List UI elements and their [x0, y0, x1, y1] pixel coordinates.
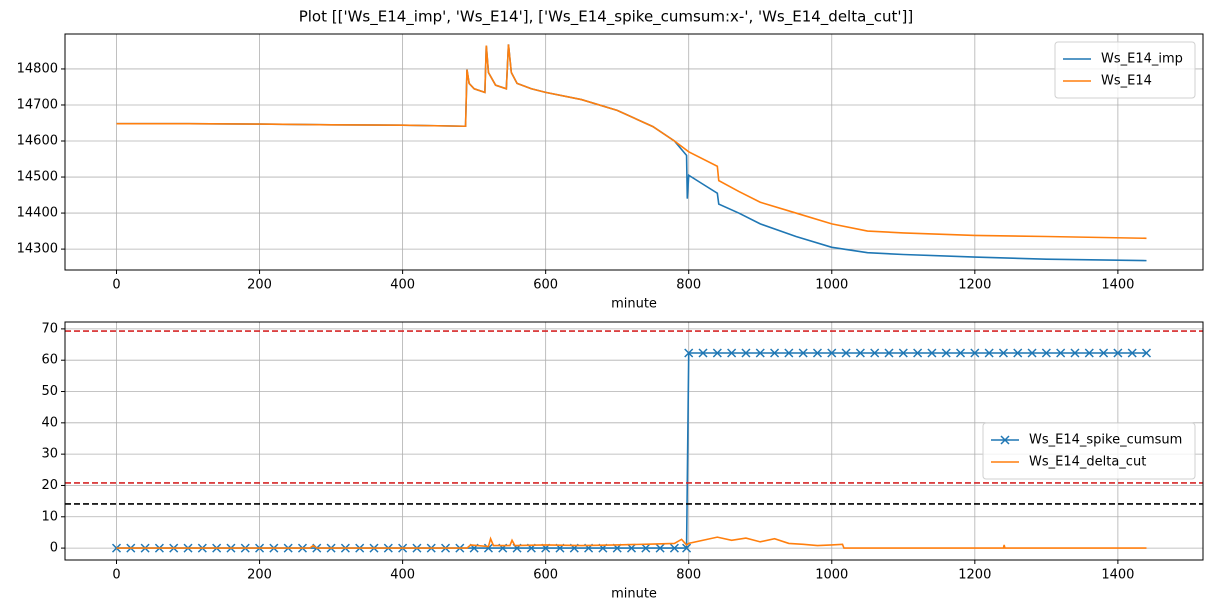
- legend-marker: [1000, 435, 1010, 445]
- marker: [784, 348, 794, 358]
- y-tick-label: 14700: [17, 97, 58, 112]
- marker: [1084, 348, 1094, 358]
- x-tick-label: 400: [390, 568, 415, 583]
- marker: [1099, 348, 1109, 358]
- x-tick-label: 800: [676, 278, 701, 293]
- y-tick-label: 10: [41, 509, 58, 524]
- marker: [998, 348, 1008, 358]
- x-tick-label: 1400: [1101, 278, 1134, 293]
- marker: [1070, 348, 1080, 358]
- legend-label: Ws_E14_imp: [1101, 52, 1183, 67]
- marker: [841, 348, 851, 358]
- marker: [984, 348, 994, 358]
- marker: [755, 348, 765, 358]
- y-tick-label: 70: [41, 321, 58, 336]
- marker: [855, 348, 865, 358]
- marker: [1127, 348, 1137, 358]
- x-tick-label: 200: [247, 568, 272, 583]
- marker: [655, 543, 665, 553]
- x-tick-label: 200: [247, 278, 272, 293]
- legend-label: Ws_E14_delta_cut: [1029, 455, 1146, 470]
- marker: [682, 543, 692, 553]
- legend: Ws_E14_spike_cumsum Ws_E14_delta_cut: [982, 422, 1196, 480]
- marker: [798, 348, 808, 358]
- x-axis-label: minute: [611, 297, 657, 312]
- legend-label: Ws_E14: [1101, 74, 1152, 89]
- series-line: [116, 44, 1147, 240]
- marker: [1141, 348, 1152, 358]
- x-tick-label: 1000: [815, 278, 848, 293]
- series-line: [116, 536, 1147, 549]
- marker: [684, 348, 694, 358]
- marker: [884, 348, 894, 358]
- y-tick-label: 0: [50, 541, 58, 556]
- axes: 0 200 400 600 800 1000 1200 1400 14300 14400 14500…: [17, 33, 1204, 312]
- x-axis-label: minute: [611, 587, 657, 602]
- x-tick-label: 400: [390, 278, 415, 293]
- marker: [913, 348, 923, 358]
- y-tick-label: 60: [41, 353, 58, 368]
- marker: [941, 348, 951, 358]
- legend: Ws_E14_imp Ws_E14: [1054, 41, 1196, 99]
- legend-box: [982, 422, 1196, 480]
- marker: [1056, 348, 1066, 358]
- axes-frame: [64, 33, 1204, 271]
- y-tick-label: 14600: [17, 134, 58, 149]
- legend-label: Ws_E14_spike_cumsum: [1029, 433, 1182, 448]
- x-tick-label: 1400: [1101, 568, 1134, 583]
- x-tick-label: 800: [676, 568, 701, 583]
- figure-title: Plot [['Ws_E14_imp', 'Ws_E14'], ['Ws_E14…: [299, 8, 914, 27]
- y-tick-label: 14300: [17, 242, 58, 257]
- y-tick-label: 20: [41, 478, 58, 493]
- x-tick-label: 0: [112, 278, 120, 293]
- x-tick-label: 0: [112, 568, 120, 583]
- marker: [955, 348, 966, 358]
- marker: [812, 348, 822, 358]
- y-tick-label: 50: [41, 384, 58, 399]
- marker: [712, 348, 722, 358]
- marker: [827, 348, 837, 358]
- marker: [770, 348, 780, 358]
- marker: [669, 543, 679, 553]
- y-tick-label: 30: [41, 447, 58, 462]
- axes: 0 200 400 600 800 1000 1200 1400 0 10 20 30 40 50 60 70…: [41, 321, 1204, 602]
- axes-frame: [64, 321, 1204, 561]
- y-tick-label: 14400: [17, 206, 58, 221]
- marker: [1013, 348, 1023, 358]
- marker: [1113, 348, 1123, 358]
- marker: [1041, 348, 1051, 358]
- x-tick-label: 600: [533, 568, 558, 583]
- marker: [641, 543, 651, 553]
- x-tick-label: 1200: [958, 278, 991, 293]
- marker: [741, 348, 751, 358]
- marker: [970, 348, 980, 358]
- x-tick-label: 600: [533, 278, 558, 293]
- marker: [870, 348, 880, 358]
- y-tick-label: 14800: [17, 61, 58, 76]
- legend-box: [1054, 41, 1196, 99]
- y-tick-label: 40: [41, 415, 58, 430]
- marker: [927, 348, 937, 358]
- marker: [727, 348, 737, 358]
- marker: [1027, 348, 1037, 358]
- x-tick-label: 1200: [958, 568, 991, 583]
- marker: [898, 348, 908, 358]
- marker: [483, 543, 493, 553]
- x-tick-label: 1000: [815, 568, 848, 583]
- marker: [698, 348, 708, 358]
- y-tick-label: 14500: [17, 170, 58, 185]
